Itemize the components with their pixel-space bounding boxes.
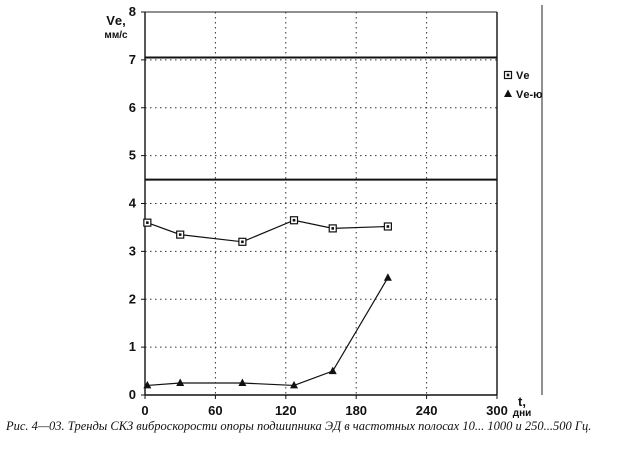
data-point — [328, 224, 337, 233]
legend: Vе Vе-ю — [503, 70, 543, 101]
figure-caption: Рис. 4—03. Тренды СКЗ виброскорости опор… — [6, 419, 592, 433]
legend-label: Vе — [516, 70, 529, 82]
data-point — [176, 230, 185, 239]
data-point — [143, 380, 152, 389]
legend-label: Vе-ю — [516, 89, 543, 101]
y-tick-label: 0 — [129, 387, 136, 402]
marker-square-dot — [386, 225, 390, 228]
y-tick-label: 3 — [129, 243, 136, 258]
data-point — [238, 237, 247, 246]
axis-titles: Vе, мм/с t,дни — [104, 13, 531, 419]
y-tick-label: 4 — [129, 196, 137, 211]
x-tick-label: 240 — [416, 403, 438, 418]
legend-entry: Vе — [503, 70, 529, 82]
y-tick-label: 6 — [129, 100, 136, 115]
legend-marker — [503, 70, 513, 80]
marker-square-dot — [292, 218, 296, 222]
data-point — [238, 378, 247, 387]
y-tick-label: 5 — [129, 148, 136, 163]
plot-frame — [144, 5, 543, 396]
x-tick-label: 60 — [208, 403, 222, 418]
tick-labels: 0 1 2 3 4 5 6 7 8 0 60 120 180 240 300 — [129, 4, 508, 418]
series-line — [147, 219, 388, 243]
data-point — [143, 218, 152, 227]
x-axis-title: t, — [518, 394, 526, 409]
series-ve-yu — [143, 273, 392, 389]
data-point — [176, 378, 185, 387]
y-axis-title: Vе, — [106, 13, 126, 28]
marker-square-dot — [178, 233, 182, 236]
data-point — [328, 366, 337, 375]
y-tick-label: 8 — [129, 4, 136, 19]
data-point — [289, 216, 299, 225]
series-line — [147, 277, 389, 387]
x-tick-label: 120 — [275, 403, 297, 418]
threshold-lines — [145, 56, 497, 181]
y-tick-label: 1 — [129, 339, 136, 354]
data-point — [383, 273, 392, 281]
x-axis-unit: дни — [513, 408, 532, 419]
series-ve — [143, 216, 392, 246]
grid — [145, 12, 497, 395]
x-tick-label: 300 — [486, 403, 508, 418]
data-point — [290, 380, 299, 389]
marker-square-dot — [146, 221, 149, 224]
marker-square-dot — [331, 227, 335, 230]
y-tick-label: 7 — [129, 52, 136, 67]
y-axis-unit: мм/с — [104, 30, 128, 41]
marker-square-dot — [241, 240, 244, 244]
x-tick-label: 0 — [141, 403, 148, 418]
data-point — [383, 222, 392, 231]
legend-marker — [504, 89, 512, 97]
x-tick-label: 180 — [345, 403, 367, 418]
legend-entry: Vе-ю — [504, 89, 543, 101]
series — [143, 216, 392, 389]
y-tick-label: 2 — [129, 291, 136, 306]
marker-square-dot — [506, 73, 510, 77]
